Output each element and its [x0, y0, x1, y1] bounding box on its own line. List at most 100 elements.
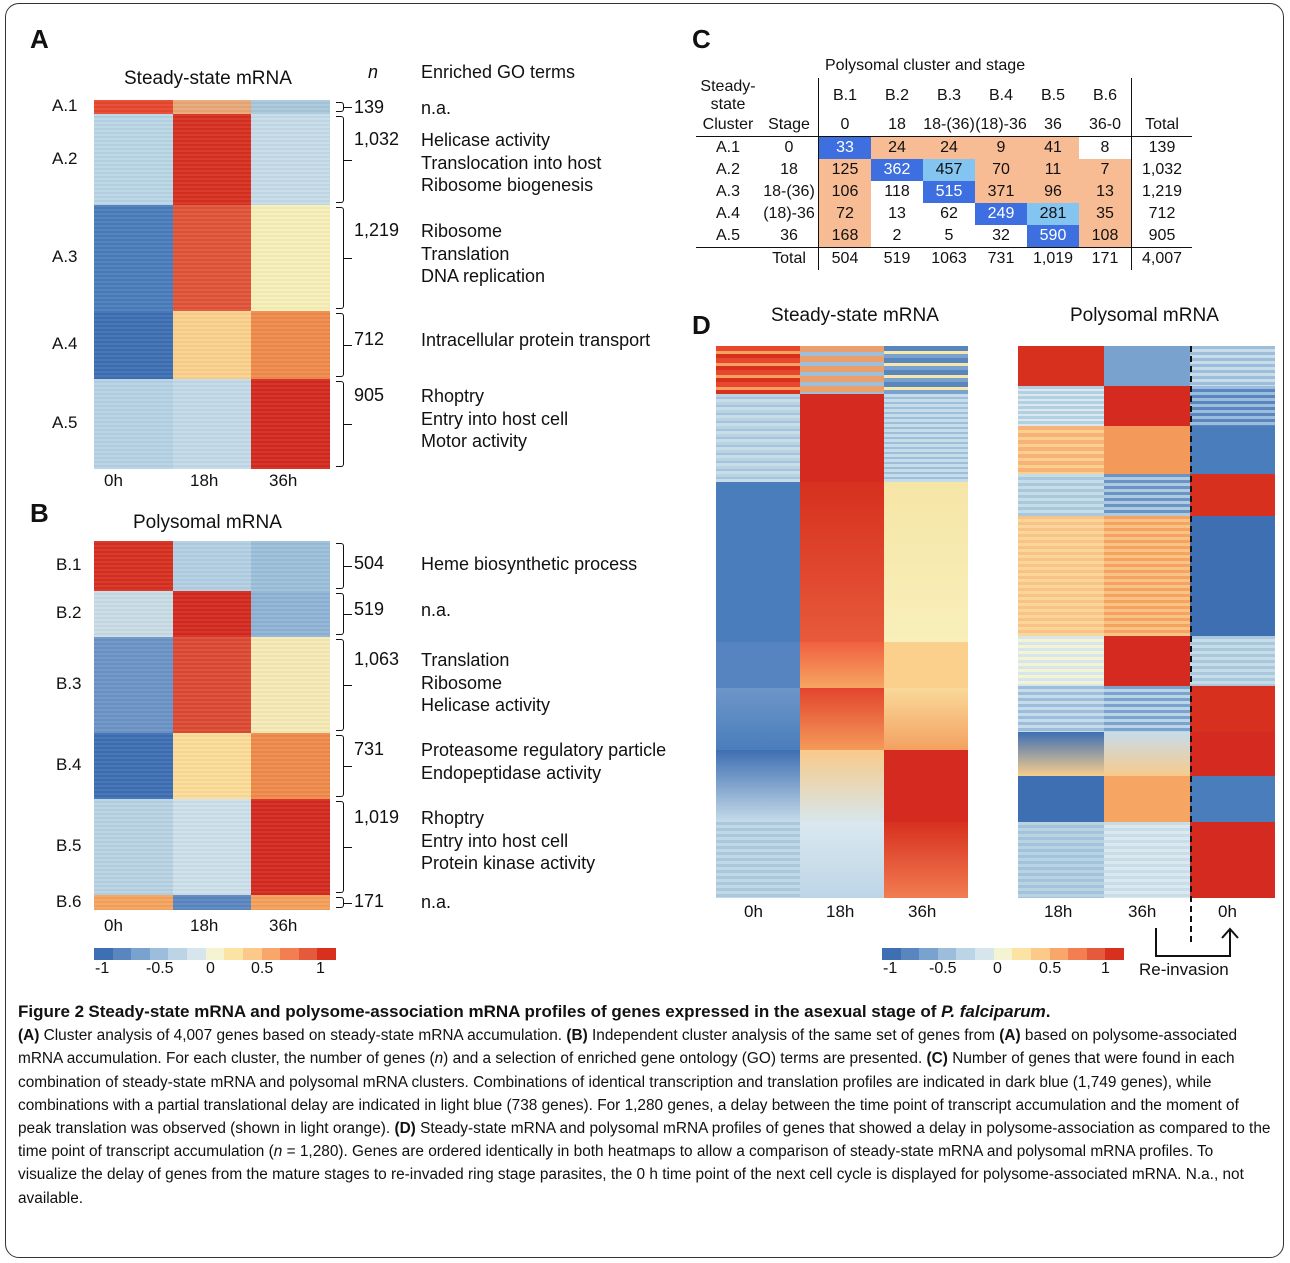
heatmap-d-polysomal-cell [1190, 346, 1275, 387]
heatmap-a-cell [251, 379, 330, 469]
panel-b-title: Polysomal mRNA [133, 512, 282, 533]
table-cell: 11 [1027, 159, 1079, 181]
colorbar-left-tick-2: 0 [206, 960, 215, 977]
table-cell: 515 [923, 181, 975, 203]
colorbar-swatch [168, 948, 188, 960]
x-label-a-0: 0h [104, 471, 123, 490]
go-terms: Heme biosynthetic process [421, 553, 637, 576]
table-cell: 9 [975, 136, 1027, 159]
go-terms: Rhoptry Entry into host cell Motor activit… [421, 385, 568, 453]
table-row: A.1 0 33 24 24 9 41 8 139 [696, 136, 1192, 159]
cluster-count: 139 [354, 97, 385, 117]
colorbar-swatch [112, 948, 132, 960]
table-cell: 0 [818, 114, 871, 137]
cluster-label: B.2 [56, 603, 82, 622]
table-cell: (18)-36 [760, 203, 819, 225]
heatmap-d-steady-cell [800, 482, 885, 643]
brace-tick [343, 258, 352, 259]
table-cell: 171 [1079, 247, 1132, 270]
cluster-label: A.4 [52, 334, 78, 353]
colorbar-swatch [1105, 948, 1125, 960]
colorbar-swatch [242, 948, 263, 960]
cluster-label: A.2 [52, 148, 78, 168]
caption-text-b: Independent cluster analysis of the same… [587, 1027, 1000, 1045]
colorbar-left-tick-0: -1 [95, 960, 110, 977]
heatmap-d-polysomal-cell [1190, 474, 1275, 517]
heatmap-d-polysomal-cell [1190, 386, 1275, 427]
x-label-a-2: 36h [269, 471, 298, 490]
table-cell: 457 [923, 159, 975, 181]
table-cell: 62 [940, 205, 958, 222]
colorbar-right [882, 948, 1125, 960]
heatmap-d-steady-state [716, 346, 968, 898]
caption-tag-b: (B) [566, 1027, 588, 1045]
heatmap-a-cell [172, 114, 252, 206]
x-label-d-right-2: 0h [1218, 902, 1237, 921]
table-cell: 4,007 [1141, 250, 1183, 267]
table-cell: 1,019 [1032, 250, 1074, 267]
cluster-count: 712 [354, 329, 385, 349]
panel-letter-d: D [692, 310, 711, 340]
go-term: DNA replication [421, 266, 546, 286]
go-term: n.a. [421, 98, 452, 118]
heatmap-d-polysomal-cell [1018, 474, 1105, 517]
colorbar-swatch [317, 948, 337, 960]
caption-n-symbol-d: n [273, 1143, 283, 1161]
table-cell: 18 [760, 159, 819, 181]
go-term: Rhoptry [421, 386, 485, 406]
figure-frame [5, 3, 1284, 1258]
table-cell: 18-(36) [760, 181, 819, 203]
table-row: A.4 (18)-36 72 13 62 249 281 35 712 [696, 203, 1192, 225]
heatmap-b-cell [94, 591, 174, 638]
brace-tick [343, 685, 352, 686]
heatmap-d-polysomal-cell [1190, 732, 1275, 777]
table-cell: 36-0 [1079, 114, 1132, 137]
heatmap-d-polysomal-cell [1190, 686, 1275, 733]
reinvasion-divider [1190, 346, 1192, 942]
table-cell: 1063 [931, 250, 967, 267]
table-cell: 72 [818, 203, 871, 225]
brace-tick [343, 159, 352, 161]
heatmap-d-polysomal-cell [1104, 516, 1191, 637]
heatmap-b-cell [251, 541, 330, 592]
table-cell: A.5 [696, 225, 760, 248]
cluster-label: B.1 [56, 555, 82, 574]
heatmap-a-cell [172, 100, 252, 115]
go-term: n.a. [421, 600, 452, 620]
colorbar-left-tick-4: 1 [316, 960, 325, 977]
colorbar-swatch [1030, 948, 1051, 960]
cluster-brace [336, 207, 352, 309]
table-cell: 504 [831, 250, 859, 267]
table-cell: 5 [923, 225, 975, 248]
heatmap-d-steady-cell [716, 394, 801, 483]
go-term: Ribosome biogenesis [421, 175, 594, 195]
figure-caption: Figure 2 Steady-state mRNA and polysome-… [18, 1002, 1271, 1207]
panel-d-title-right: Polysomal mRNA [1070, 305, 1219, 326]
colorbar-swatch [224, 948, 244, 960]
heatmap-d-steady-cell [884, 482, 968, 643]
go-term: Translation [421, 243, 510, 264]
heatmap-b-cell [94, 733, 174, 800]
table-row: A.3 18-(36) 106 118 515 371 96 13 1,219 [696, 181, 1192, 203]
heatmap-a-cell [251, 311, 330, 380]
heatmap-d-polysomal-cell [1104, 776, 1191, 823]
table-cell: 590 [1027, 225, 1079, 248]
colorbar-swatch [131, 948, 151, 960]
colorbar-swatch [261, 948, 281, 960]
cluster-count: 519 [354, 599, 385, 619]
table-header-row-1: Steady-state B.1 B.2 B.3 B.4 B.5 B.6 [696, 78, 1192, 114]
table-cell: B.6 [1079, 78, 1132, 114]
table-cell: 905 [1131, 225, 1192, 248]
table-cell: 139 [1148, 139, 1176, 156]
cluster-label: A.5 [52, 413, 78, 432]
caption-text-b2: based on polysome-associated mRNA accumu… [18, 1027, 1238, 1068]
brace-tick [343, 847, 352, 848]
colorbar-swatch [1012, 948, 1032, 960]
heatmap-d-steady-cell [716, 822, 801, 898]
heatmap-b-cell [94, 799, 174, 896]
table-cell: B.5 [1040, 87, 1065, 104]
colorbar-swatch [298, 948, 318, 960]
brace-tick [343, 345, 352, 346]
heatmap-d-steady-cell [884, 750, 968, 823]
colorbar-left [94, 948, 337, 960]
